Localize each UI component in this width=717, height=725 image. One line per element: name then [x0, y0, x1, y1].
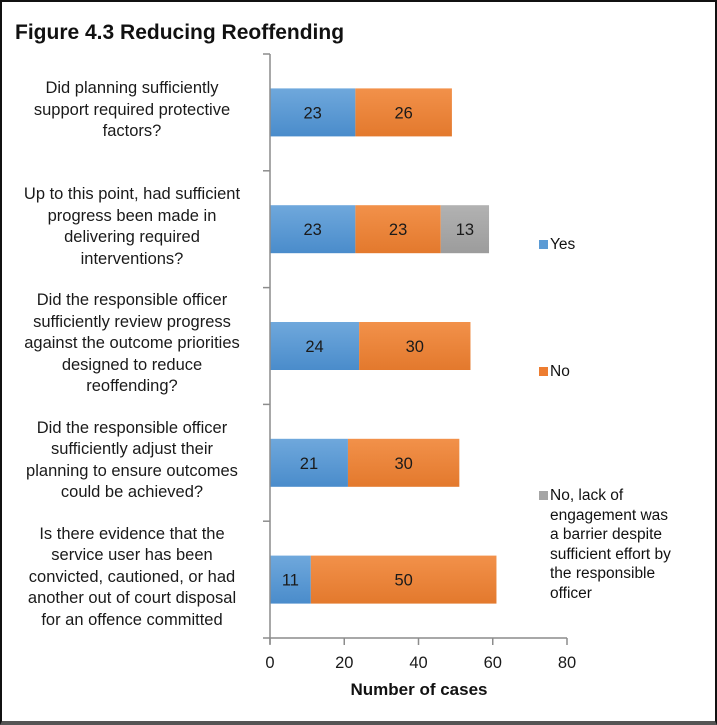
bar-data-label: 24	[305, 338, 323, 356]
category-label-line: factors?	[102, 122, 162, 141]
category-label-line: for an offence committed	[41, 610, 223, 629]
category-label-line: service user has been	[51, 546, 213, 565]
x-tick-label: 20	[335, 654, 353, 672]
category-label: Did planning sufficiently support require…	[4, 78, 260, 143]
category-label-line: delivering required	[64, 228, 200, 247]
legend-item-1: Yes	[539, 235, 707, 255]
category-label-line: another out of court disposal	[27, 589, 237, 608]
bar-yes-3	[270, 322, 360, 370]
bar-no-2	[355, 205, 441, 254]
legend-swatch	[539, 367, 548, 376]
bar-data-label: 23	[389, 221, 407, 239]
x-axis-label: Number of cases	[350, 680, 488, 699]
bar-yes-5	[270, 555, 311, 604]
category-label-line: Did the responsible officer	[36, 291, 228, 310]
legend-label: Yes	[550, 236, 576, 253]
legend-swatch	[539, 491, 548, 500]
bar-no-5	[310, 555, 497, 604]
x-tick-label: 60	[484, 654, 502, 672]
category-label-line: interventions?	[80, 249, 184, 268]
category-label-line: Did planning sufficiently	[45, 79, 219, 98]
bar-yes-2	[270, 205, 356, 254]
bar-yes-1	[270, 88, 356, 137]
legend-label: No	[550, 363, 570, 380]
category-label-line: Up to this point, had sufficient	[23, 185, 241, 204]
category-label-line: reoffending?	[86, 377, 178, 396]
legend-label: No, lack of engagement was a barrier despi…	[550, 487, 671, 602]
category-label: Up to this point, had sufficient progress…	[4, 184, 260, 270]
bar-data-label: 26	[394, 104, 412, 122]
x-tick-label: 0	[265, 654, 274, 672]
category-label: Is there evidence that the service user h…	[4, 524, 260, 632]
bar-data-label: 23	[304, 104, 322, 122]
bar-no-1	[355, 88, 452, 137]
bar-data-label: 13	[456, 221, 474, 239]
category-label-line: support required protective	[33, 100, 231, 119]
legend-item-3: No, lack of engagement was a barrier despi…	[539, 486, 707, 603]
x-tick-label: 80	[558, 654, 576, 672]
category-label-line: progress been made in	[47, 206, 217, 225]
category-label-line: Is there evidence that the	[39, 524, 225, 543]
category-label-line: sufficiently adjust their	[50, 440, 214, 459]
bar-no-3	[359, 322, 471, 370]
chart-title: Figure 4.3 Reducing Reoffending	[15, 21, 345, 44]
category-label: Did the responsible officer sufficiently …	[4, 418, 260, 504]
category-label-line: designed to reduce	[61, 355, 203, 374]
bar-yes-4	[270, 438, 348, 487]
bar-no-4	[347, 438, 460, 487]
bar-data-label: 23	[304, 221, 322, 239]
category-label-line: sufficiently review progress	[33, 312, 231, 331]
bar-data-label: 21	[300, 455, 318, 473]
bar-data-label: 11	[282, 572, 299, 590]
category-label: Did the responsible officer sufficiently …	[4, 290, 260, 398]
bar-data-label: 30	[406, 338, 424, 356]
category-label-line: convicted, cautioned, or had	[28, 567, 236, 586]
category-label-line: planning to ensure outcomes	[26, 461, 238, 480]
legend-swatch	[539, 240, 548, 249]
x-tick-label: 40	[409, 654, 427, 672]
bar-data-label: 50	[394, 572, 412, 590]
category-label-line: against the outcome priorities	[24, 334, 240, 353]
bar-data-label: 30	[394, 455, 412, 473]
bar-no-2	[440, 205, 490, 254]
category-label-line: could be achieved?	[60, 483, 204, 502]
category-label-line: Did the responsible officer	[36, 418, 228, 437]
legend-item-2: No	[539, 362, 707, 382]
